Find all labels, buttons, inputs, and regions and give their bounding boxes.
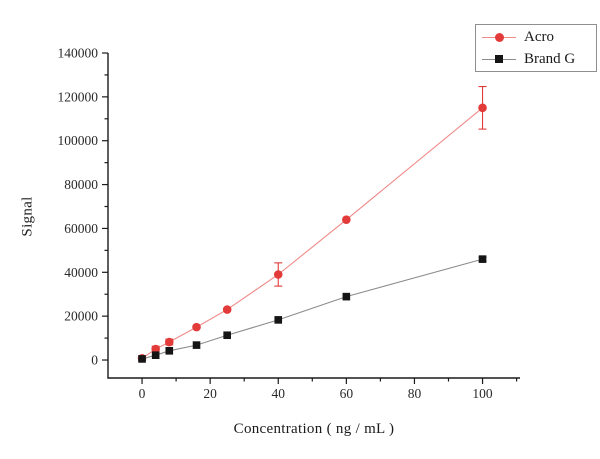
data-point-square — [192, 341, 201, 349]
x-axis-title: Concentration ( ng / mL ) — [233, 421, 395, 437]
data-point-square — [165, 347, 174, 355]
y-tick-label: 40000 — [64, 265, 98, 280]
data-point-circle — [478, 103, 487, 113]
y-tick-label: 20000 — [64, 309, 98, 324]
legend-label-brand-g: Brand G — [524, 50, 576, 67]
data-point-square — [138, 355, 146, 363]
x-tick-label: 60 — [340, 386, 354, 401]
data-point-circle — [164, 337, 174, 347]
data-point-square — [223, 331, 231, 340]
data-point-circle — [222, 305, 232, 314]
data-point-square — [151, 351, 160, 359]
legend-key-brand-g — [482, 54, 516, 64]
legend-item-brand-g: Brand G — [482, 50, 596, 69]
y-tick-label: 60000 — [64, 221, 98, 236]
legend-item-acro: Acro — [482, 28, 596, 47]
data-point-square — [342, 292, 351, 301]
legend: Acro Brand G — [475, 24, 597, 72]
data-point-circle — [273, 270, 283, 279]
x-tick-label: 100 — [472, 386, 493, 401]
square-marker-icon — [495, 55, 503, 63]
axis-spines — [107, 53, 520, 379]
x-tick-label: 20 — [203, 386, 217, 401]
x-tick-label: 80 — [408, 386, 422, 401]
y-tick-label: 0 — [91, 353, 98, 368]
x-tick-label: 0 — [139, 386, 146, 401]
data-point-square — [478, 255, 487, 263]
y-tick-label: 100000 — [58, 133, 99, 148]
x-tick-label: 40 — [271, 386, 285, 401]
series-line-0 — [141, 107, 483, 359]
y-tick-label: 120000 — [58, 89, 99, 104]
data-point-circle — [192, 322, 201, 332]
legend-label-acro: Acro — [524, 28, 554, 45]
legend-key-acro — [482, 32, 516, 42]
y-tick-label: 140000 — [58, 46, 99, 61]
data-point-circle — [151, 344, 160, 354]
circle-marker-icon — [494, 32, 504, 42]
y-tick-label: 80000 — [64, 177, 98, 192]
data-point-square — [274, 316, 283, 324]
data-point-circle — [342, 215, 351, 224]
y-axis-title: Signal — [19, 196, 36, 237]
